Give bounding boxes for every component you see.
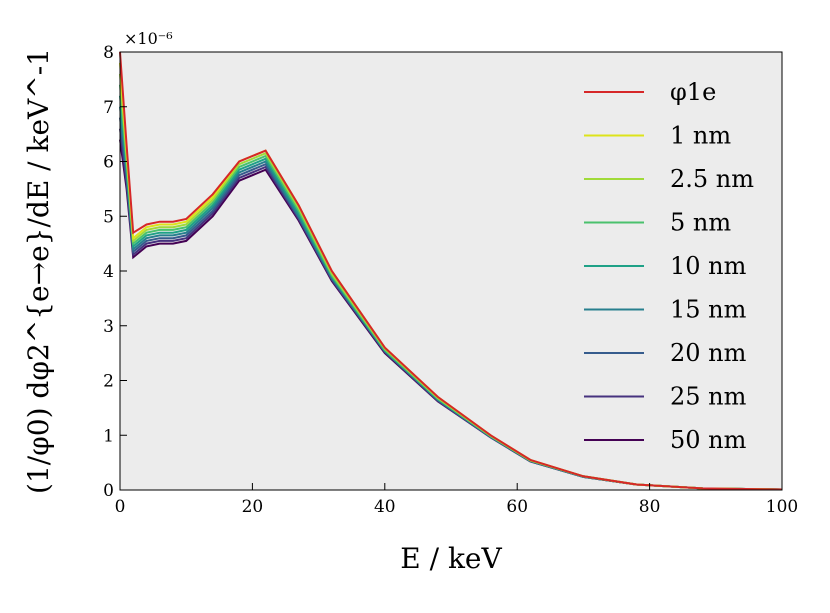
x-tick-label: 0 (115, 497, 126, 517)
y-tick-label: 3 (103, 317, 114, 337)
y-tick-label: 5 (103, 207, 114, 227)
x-tick-label: 20 (242, 497, 264, 517)
legend: φ1e 1 nm 2.5 nm 5 nm 10 nm 15 nm 20 nm 25 nm 50 … (584, 78, 754, 454)
y-tick-label: 7 (103, 98, 114, 118)
legend-label: 1 nm (670, 122, 731, 150)
legend-label: φ1e (670, 78, 716, 106)
y-tick-label: 2 (103, 372, 114, 392)
legend-label: 50 nm (670, 426, 747, 454)
y-tick-label: 0 (103, 481, 114, 501)
x-tick-label: 60 (506, 497, 528, 517)
legend-label: 2.5 nm (670, 165, 754, 193)
legend-label: 10 nm (670, 252, 747, 280)
series-layer (119, 51, 783, 491)
y-tick-label: 4 (103, 262, 114, 282)
x-tick-label: 40 (374, 497, 396, 517)
x-tick-label: 80 (639, 497, 661, 517)
legend-label: 5 nm (670, 209, 731, 237)
ticks-layer: 0 20 40 60 80 100 0 1 2 3 4 5 6 7 8 (103, 43, 798, 517)
y-tick-label: 6 (103, 153, 114, 173)
series-line-0 (119, 51, 783, 491)
legend-label: 15 nm (670, 296, 747, 324)
y-tick-label: 8 (103, 43, 114, 63)
legend-label: 25 nm (670, 383, 747, 411)
x-axis-label: E / keV (400, 542, 502, 575)
x-tick-label: 100 (766, 497, 798, 517)
legend-label: 20 nm (670, 339, 747, 367)
y-axis-label: (1/φ0) dφ2^{e→e}/dE / keV^-1 (22, 48, 55, 494)
y-tick-label: 1 (103, 426, 114, 446)
plot-area (120, 52, 782, 490)
y-scale-label: ×10⁻⁶ (124, 29, 173, 48)
